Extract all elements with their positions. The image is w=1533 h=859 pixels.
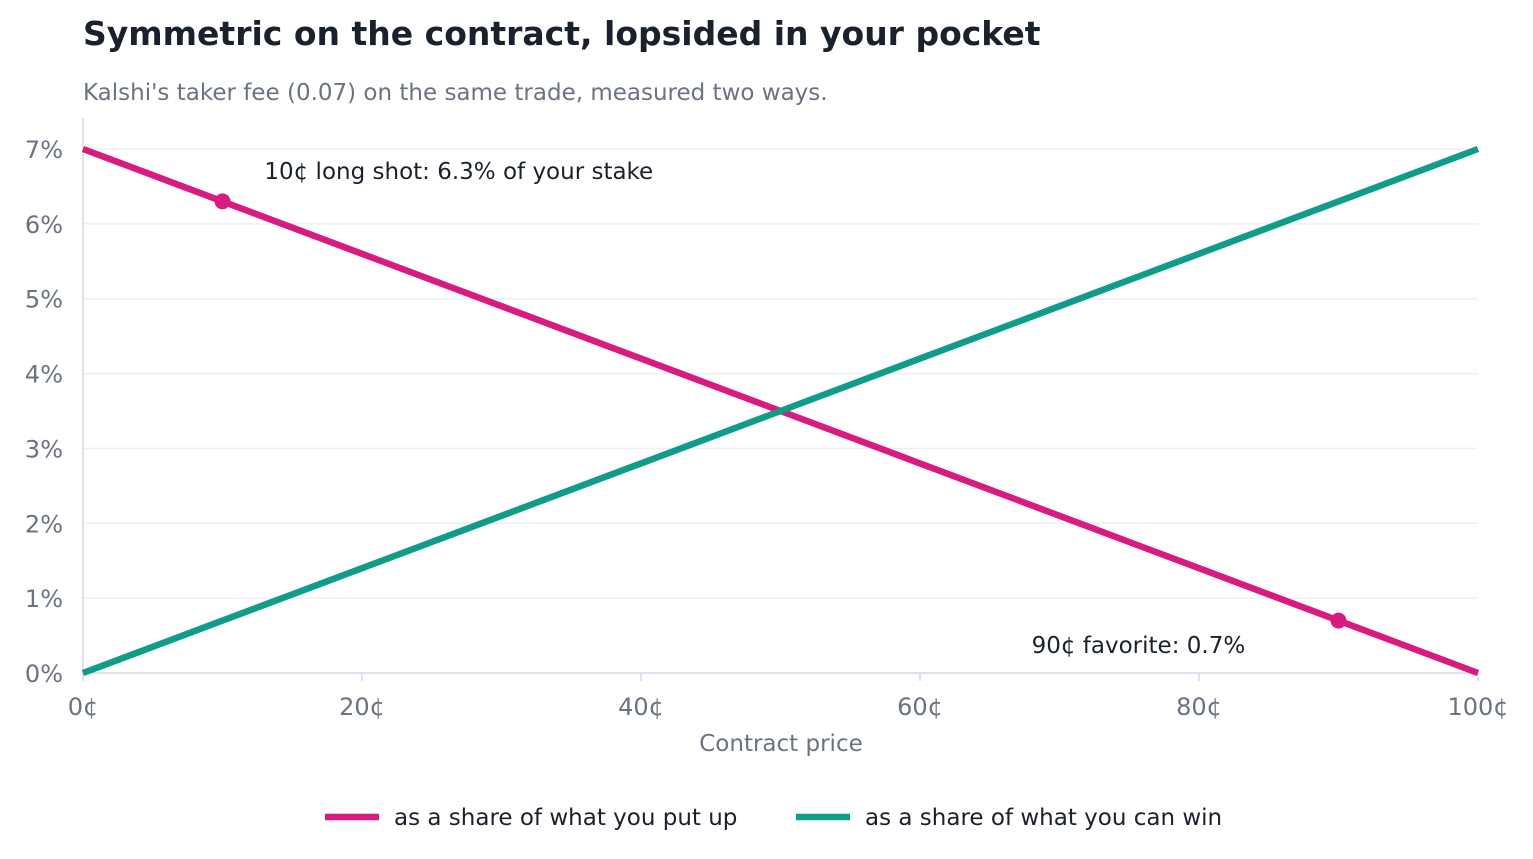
legend-label: as a share of what you put up bbox=[394, 805, 737, 831]
y-tick-label: 7% bbox=[25, 136, 63, 164]
annotation-label: 10¢ long shot: 6.3% of your stake bbox=[264, 159, 653, 185]
series-line-2 bbox=[81, 145, 1480, 677]
legend[interactable]: as a share of what you put up as a share … bbox=[325, 805, 1222, 831]
series-lines bbox=[81, 145, 1480, 677]
legend-item-1[interactable]: as a share of what you put up bbox=[325, 805, 737, 831]
annotation-label: 90¢ favorite: 0.7% bbox=[1032, 633, 1246, 659]
x-axis-title: Contract price bbox=[699, 731, 863, 757]
highlight-point bbox=[1330, 612, 1347, 629]
axes: 0% 1% 2% 3% 4% 5% 6% 7% 0¢ 20¢ 40¢ 60¢ 80¢ 100¢ bbox=[25, 118, 1509, 721]
y-tick-label: 1% bbox=[25, 585, 63, 613]
x-tick-label: 100¢ bbox=[1447, 693, 1508, 721]
y-tick-label: 5% bbox=[25, 286, 63, 314]
y-tick-label: 4% bbox=[25, 361, 63, 389]
grid-lines bbox=[83, 148, 1478, 599]
chart-subtitle: Kalshi's taker fee (0.07) on the same tr… bbox=[83, 80, 828, 106]
y-tick-label: 3% bbox=[25, 435, 63, 463]
x-tick-label: 60¢ bbox=[897, 693, 943, 721]
legend-label: as a share of what you can win bbox=[865, 805, 1222, 831]
x-tick-label: 80¢ bbox=[1176, 693, 1222, 721]
chart-title: Symmetric on the contract, lopsided in y… bbox=[83, 14, 1041, 53]
y-tick-label: 0% bbox=[25, 660, 63, 688]
highlight-point bbox=[214, 193, 231, 210]
legend-item-2[interactable]: as a share of what you can win bbox=[796, 805, 1222, 831]
x-tick-label: 20¢ bbox=[339, 693, 385, 721]
x-tick-label: 40¢ bbox=[618, 693, 664, 721]
y-tick-label: 6% bbox=[25, 211, 63, 239]
x-tick-label: 0¢ bbox=[68, 693, 99, 721]
y-tick-label: 2% bbox=[25, 510, 63, 538]
annotations: 10¢ long shot: 6.3% of your stake 90¢ fav… bbox=[264, 159, 1245, 659]
highlight-markers bbox=[214, 193, 1347, 629]
